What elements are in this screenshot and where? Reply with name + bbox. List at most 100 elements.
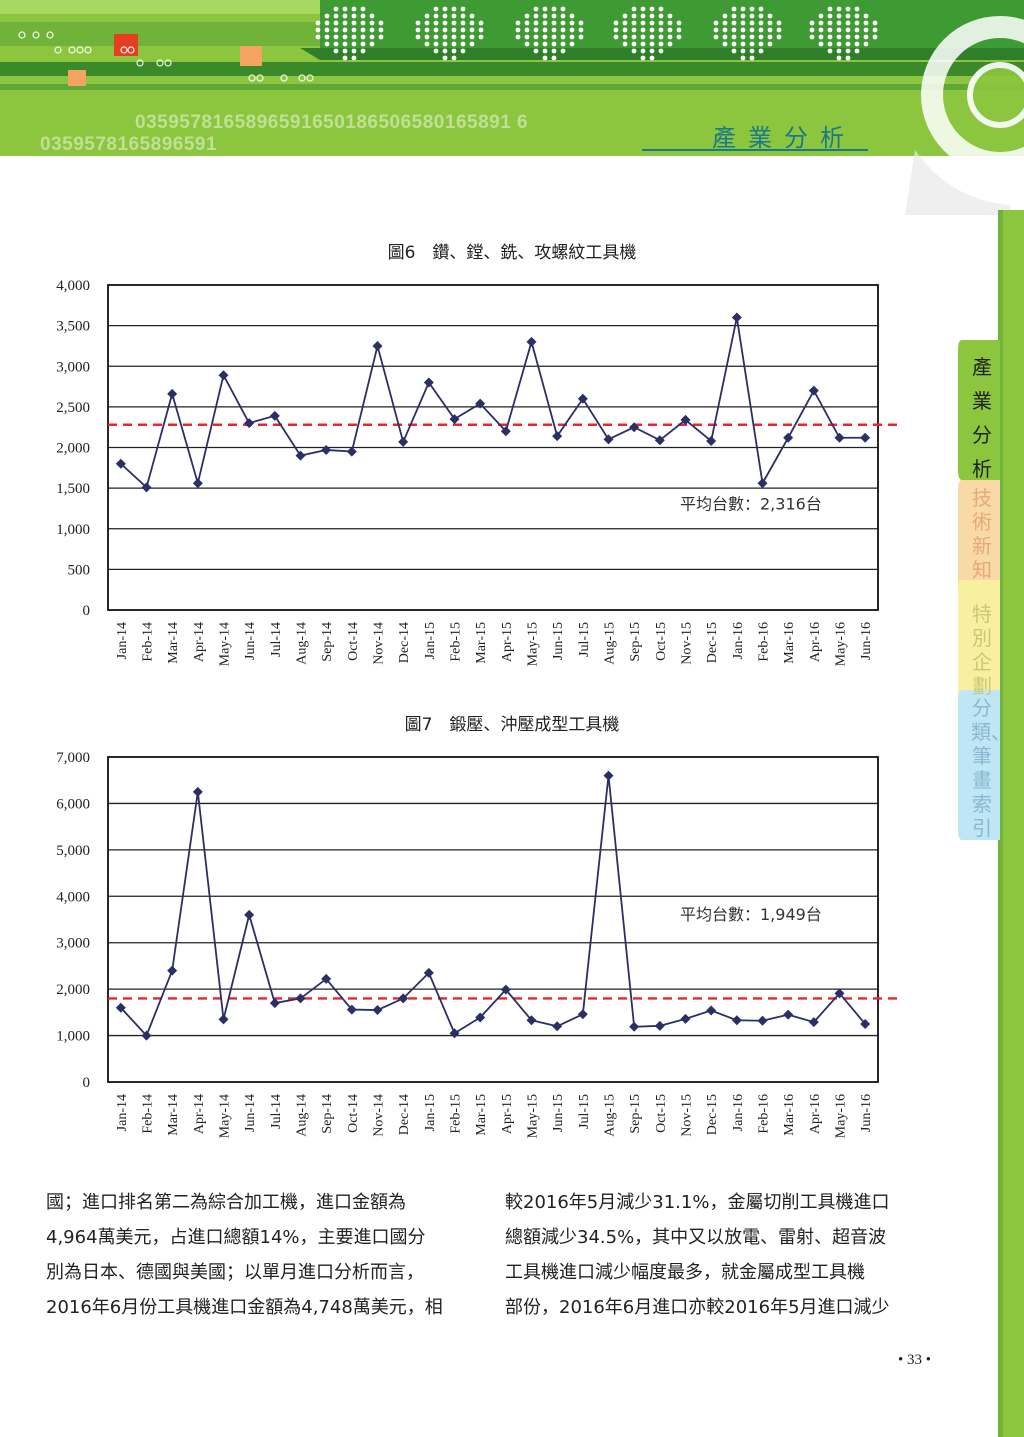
data-point — [244, 418, 255, 429]
x-tick-label: May-15 — [526, 1094, 541, 1138]
y-tick-label: 2,000 — [56, 441, 90, 457]
x-tick-label: Jun-16 — [859, 1094, 874, 1132]
x-tick-label: Jun-15 — [551, 1094, 566, 1132]
x-tick-label: Oct-15 — [654, 1094, 669, 1133]
y-tick-label: 3,000 — [56, 359, 90, 375]
header-graphic — [0, 0, 1024, 215]
data-point — [860, 432, 871, 443]
data-point — [860, 1018, 871, 1029]
y-tick-label: 2,000 — [56, 982, 90, 998]
data-point — [706, 1005, 717, 1016]
data-point — [834, 988, 845, 999]
x-tick-label: Jan-15 — [423, 1094, 438, 1131]
x-tick-label: Jul-14 — [269, 1094, 284, 1129]
data-point — [757, 478, 768, 489]
chart-fig6: 4,000 3,500 3,000 2,500 2,000 1,500 1,000 500 0 J… — [56, 278, 902, 666]
data-point — [834, 432, 845, 443]
x-tick-label: Jul-15 — [577, 1094, 592, 1129]
x-tick-label: Oct-14 — [346, 1094, 361, 1133]
data-point — [500, 984, 511, 995]
x-tick-label: Feb-14 — [141, 622, 156, 662]
data-point — [398, 993, 409, 1004]
x-tick-label: Oct-15 — [654, 622, 669, 661]
plot-frame — [107, 756, 879, 1083]
y-tick-label: 4,000 — [56, 278, 90, 294]
data-point — [706, 436, 717, 446]
data-point — [577, 1009, 588, 1020]
data-point — [423, 377, 434, 388]
data-point — [269, 410, 280, 421]
y-tick-label: 0 — [83, 603, 91, 619]
y-tick-label: 500 — [68, 562, 91, 578]
data-point — [141, 482, 152, 493]
x-tick-label: Sep-15 — [628, 1094, 643, 1134]
x-tick-label: Dec-15 — [705, 622, 720, 663]
x-tick-label: Nov-14 — [372, 622, 387, 665]
y-tick-label: 7,000 — [56, 750, 90, 766]
header-number-strip: 0359578165896591650186506580165891 6 — [135, 112, 529, 133]
data-point — [167, 965, 178, 976]
x-tick-label: Apr-16 — [808, 1094, 823, 1134]
x-tick-label: Feb-15 — [449, 622, 464, 662]
y-tick-label: 1,000 — [56, 522, 90, 538]
y-tick-label: 5,000 — [56, 843, 90, 859]
data-point — [577, 393, 588, 404]
data-point — [295, 450, 306, 461]
data-point — [115, 458, 126, 469]
sidebar-tab-label: 產業分析 — [972, 355, 992, 481]
data-point — [167, 388, 178, 399]
x-tick-label: May-14 — [218, 622, 233, 666]
body-line: 工具機進口減少幅度最多，就金屬成型工具機 — [505, 1262, 865, 1283]
data-point — [757, 1015, 768, 1026]
data-point — [423, 967, 434, 978]
x-tick-label: Oct-14 — [346, 622, 361, 661]
sidebar-tab-special-feature[interactable]: 特別企劃 — [962, 602, 1002, 698]
data-point — [680, 1013, 691, 1024]
chart-fig7: 7,000 6,000 5,000 4,000 3,000 2,000 1,000 0 Jan-… — [56, 750, 902, 1138]
body-line: 別為日本、德國與美國；以單月進口分析而言， — [46, 1262, 424, 1283]
x-tick-label: Feb-15 — [449, 1094, 464, 1134]
body-left-column: 國；進口排名第二為綜合加工機，進口金額為 4,964萬美元，占進口總額14%，主… — [46, 1185, 443, 1325]
data-point — [808, 1017, 819, 1028]
data-point — [192, 478, 203, 489]
body-right-column: 較2016年5月減少31.1%，金屬切削工具機進口 總額減少34.5%，其中又以… — [505, 1185, 890, 1325]
x-tick-label: Feb-16 — [757, 622, 772, 662]
x-tick-label: Mar-16 — [782, 1094, 797, 1136]
x-tick-label: Mar-14 — [166, 622, 181, 664]
data-point — [244, 909, 255, 920]
body-line: 較2016年5月減少31.1%，金屬切削工具機進口 — [505, 1192, 890, 1213]
x-tick-label: Dec-15 — [705, 1094, 720, 1135]
page-header-banner: 0359578165896591650186506580165891 6 035… — [0, 0, 1024, 215]
sidebar-tab-tech-news[interactable]: 技術新知 — [962, 486, 1002, 582]
sidebar-tab-industry-analysis[interactable]: 產業分析 — [962, 350, 1002, 486]
x-tick-label: Jan-16 — [731, 622, 746, 659]
data-point — [654, 435, 665, 446]
data-point — [603, 770, 614, 781]
data-point — [295, 993, 306, 1004]
section-title: 產業分析 — [712, 124, 856, 152]
x-tick-label: Apr-15 — [500, 622, 515, 662]
header-number-strip-lower: 0359578165896591 — [40, 134, 218, 155]
y-tick-label: 4,000 — [56, 889, 90, 905]
x-tick-label: Apr-14 — [192, 1094, 207, 1134]
page-number: • 33 • — [898, 1352, 932, 1368]
data-point — [372, 1005, 383, 1016]
x-tick-label: Apr-16 — [808, 622, 823, 662]
data-point — [218, 1014, 229, 1025]
y-tick-label: 3,500 — [56, 319, 90, 335]
x-tick-label: Jun-16 — [859, 622, 874, 660]
section-title-rule — [642, 149, 868, 151]
data-point — [783, 432, 794, 443]
data-point — [346, 1004, 357, 1015]
y-tick-label: 3,000 — [56, 936, 90, 952]
data-point — [654, 1020, 665, 1031]
x-tick-label: Jan-16 — [731, 1094, 746, 1131]
sidebar-tab-label: 特別企劃 — [972, 602, 992, 698]
y-tick-label: 0 — [83, 1075, 91, 1091]
data-point — [808, 385, 819, 396]
data-point — [141, 1030, 152, 1041]
data-point — [680, 414, 691, 425]
plot-frame — [107, 284, 879, 611]
x-tick-label: Mar-14 — [166, 1094, 181, 1136]
data-point — [552, 431, 563, 442]
